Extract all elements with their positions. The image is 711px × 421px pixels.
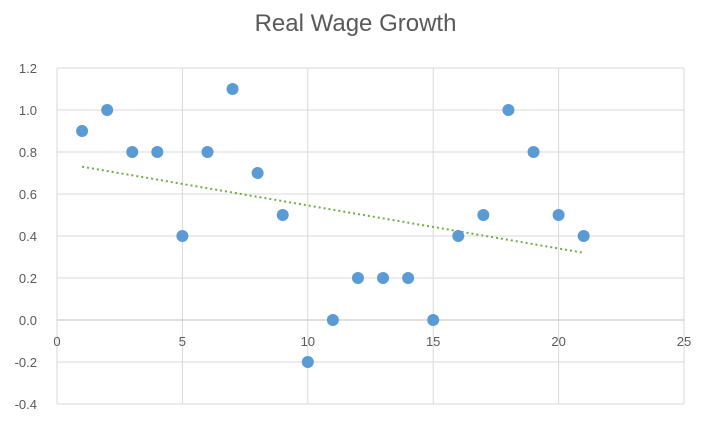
data-point — [251, 167, 264, 179]
data-points — [76, 83, 590, 368]
trendline — [81, 165, 584, 254]
data-point — [151, 146, 164, 158]
data-point — [351, 272, 364, 284]
x-tick-label: 25 — [677, 334, 691, 349]
x-tick-label: 10 — [301, 334, 315, 349]
data-point — [527, 146, 540, 158]
data-point — [502, 104, 515, 116]
tick-labels: -0.4 -0.2 0.0 0.2 0.4 0.6 0.8 1.0 1.2 0 5 10 15 20 25 — [15, 61, 692, 412]
y-tick-label: 0.6 — [19, 187, 37, 202]
y-tick-label: -0.4 — [15, 397, 37, 412]
x-tick-label: 15 — [426, 334, 440, 349]
y-tick-label: 0.2 — [19, 271, 37, 286]
y-tick-label: 0.4 — [19, 229, 37, 244]
data-point — [402, 272, 415, 284]
data-point — [76, 125, 89, 137]
data-point — [452, 230, 465, 242]
y-tick-label: 0.8 — [19, 145, 37, 160]
chart-title: Real Wage Growth — [254, 10, 457, 37]
data-point — [201, 146, 214, 158]
x-tick-label: 0 — [53, 334, 60, 349]
data-point — [126, 146, 139, 158]
data-point — [477, 209, 490, 221]
data-point — [176, 230, 189, 242]
x-tick-label: 20 — [551, 334, 565, 349]
data-point — [326, 314, 339, 326]
y-tick-label: -0.2 — [15, 355, 37, 370]
trendline-layer — [81, 165, 584, 254]
data-point — [226, 83, 239, 95]
x-tick-label: 5 — [179, 334, 186, 349]
y-tick-label: 1.0 — [19, 103, 37, 118]
data-point — [552, 209, 565, 221]
y-tick-label: 0.0 — [19, 313, 37, 328]
data-point — [377, 272, 390, 284]
gridlines — [56, 67, 685, 405]
y-tick-label: 1.2 — [19, 61, 37, 76]
data-point — [577, 230, 590, 242]
data-point — [276, 209, 289, 221]
data-point — [427, 314, 440, 326]
data-point — [101, 104, 114, 116]
data-point — [301, 356, 314, 368]
